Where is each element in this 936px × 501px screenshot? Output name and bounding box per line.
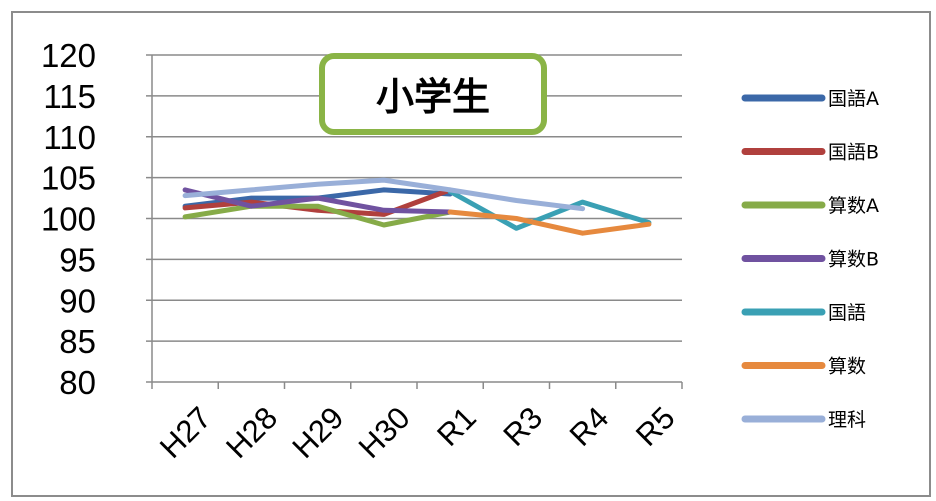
y-tick-label: 105: [41, 160, 96, 197]
series-line: [182, 177, 586, 212]
x-tick-label: R4: [563, 400, 616, 453]
title-border: [319, 53, 547, 135]
series-line: [182, 187, 453, 217]
gridlines: [152, 54, 682, 342]
y-tick-label: 95: [59, 241, 96, 278]
x-tick-label: H29: [285, 400, 350, 465]
y-tick-label: 90: [59, 282, 96, 319]
y-tick-label: 120: [41, 37, 96, 74]
legend-label: 算数B: [828, 249, 879, 271]
y-tick-label: 80: [59, 364, 96, 401]
series-line: [447, 189, 652, 231]
legend-label: 国語A: [828, 88, 879, 110]
series-line: [182, 203, 453, 228]
chart-title-box: 小学生: [319, 53, 547, 135]
series-line: [447, 209, 652, 236]
legend-label: 国語: [828, 302, 866, 324]
x-tick-label: H30: [352, 400, 417, 465]
x-axis: H27 H28 H29 H30 R1 R3 R4 R5: [151, 381, 683, 465]
y-tick-label: 85: [59, 323, 96, 360]
x-tick-label: H27: [153, 400, 218, 465]
chart-title: 小学生: [376, 75, 490, 119]
series-line: [182, 187, 453, 215]
x-tick-label: R3: [496, 400, 549, 453]
series-group: [182, 177, 652, 236]
y-tick-label: 100: [41, 201, 96, 238]
legend-label: 算数: [828, 356, 866, 378]
legend-label: 算数A: [828, 195, 879, 217]
y-tick-label: 110: [43, 119, 96, 156]
x-tick-label: H28: [219, 400, 284, 465]
legend-label: 国語B: [828, 142, 879, 164]
x-tick-label: R5: [629, 400, 682, 453]
x-tick-label: R1: [430, 400, 483, 453]
y-tick-label: 115: [43, 78, 96, 115]
legend-label: 理科: [828, 409, 866, 431]
